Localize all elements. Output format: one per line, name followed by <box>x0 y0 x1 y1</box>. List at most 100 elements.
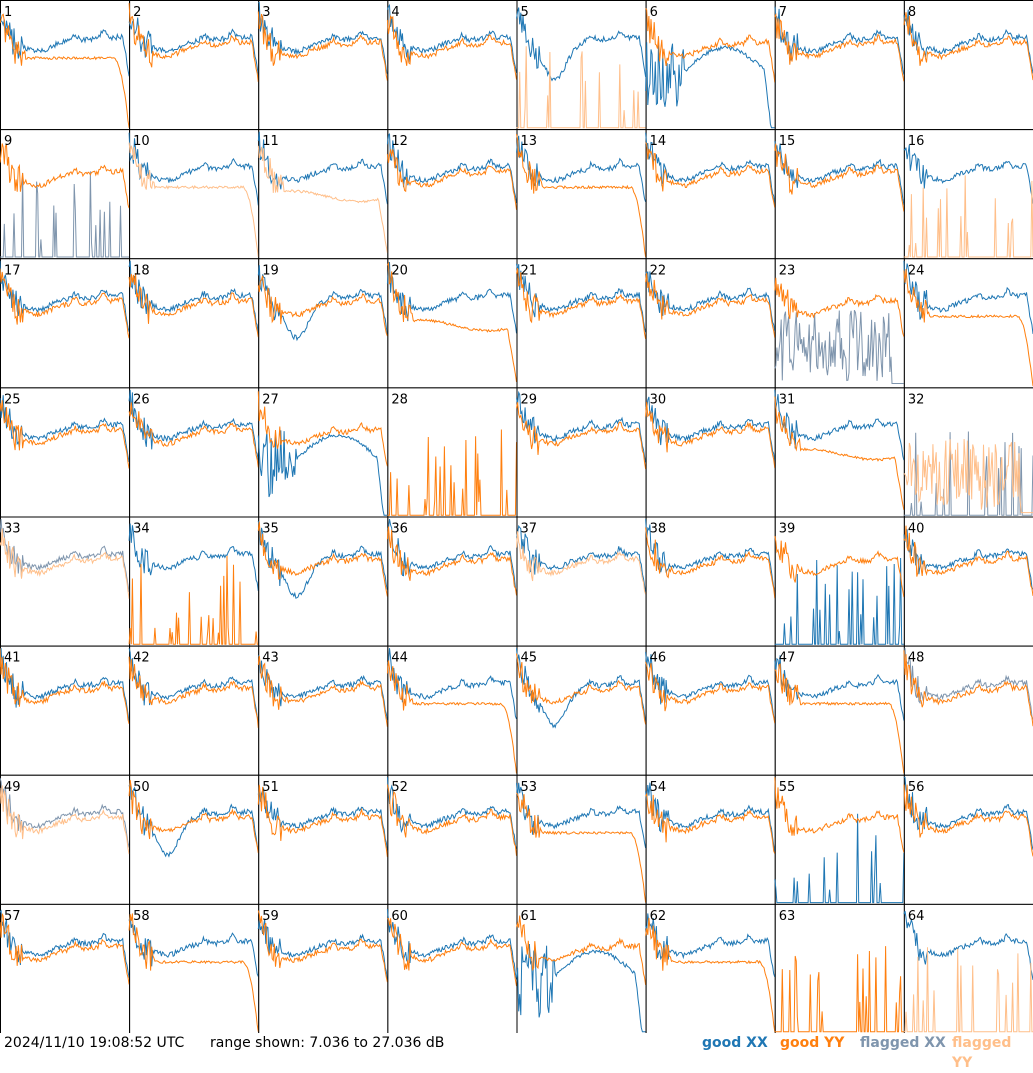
trace-good-yy-2 <box>128 3 259 82</box>
panel-label: 16 <box>908 134 925 149</box>
panel-56: 56 <box>903 774 1033 905</box>
panel-frame <box>0 0 131 131</box>
trace-good-xx-53 <box>516 782 647 849</box>
trace-flagged-yy-10 <box>128 142 259 258</box>
trace-flagged-yy-5 <box>516 46 646 129</box>
panel-label: 32 <box>908 392 925 407</box>
panel-label: 50 <box>133 780 150 795</box>
panel-label: 43 <box>262 651 279 666</box>
panel-label: 35 <box>262 522 279 537</box>
panel-label: 38 <box>650 522 667 537</box>
trace-good-yy-31 <box>774 396 905 510</box>
trace-good-xx-16 <box>903 144 1033 204</box>
trace-good-yy-63 <box>774 946 904 1033</box>
panel-frame <box>258 903 389 1033</box>
panel-14: 14 <box>645 129 776 260</box>
panel-label: 2 <box>133 5 141 20</box>
panel-28: 28 <box>387 387 518 518</box>
trace-flagged-yy-16 <box>903 175 1033 258</box>
legend-flagged-yy: flagged YY <box>952 1035 1012 1071</box>
panel-label: 44 <box>391 651 408 666</box>
panel-44: 44 <box>386 645 518 776</box>
trace-good-yy-59 <box>257 910 388 983</box>
panel-26: 26 <box>128 387 260 518</box>
trace-good-xx-45 <box>516 648 647 729</box>
trace-good-yy-18 <box>128 273 259 338</box>
trace-good-yy-9 <box>0 143 130 209</box>
panel-label: 40 <box>908 522 925 537</box>
panel-frame <box>903 0 1033 131</box>
panel-11: 11 <box>257 129 389 260</box>
panel-label: 52 <box>391 780 408 795</box>
panel-label: 29 <box>521 392 538 407</box>
trace-good-yy-47 <box>774 663 905 774</box>
panel-frame <box>645 387 776 518</box>
trace-good-xx-42 <box>128 648 259 722</box>
panel-label: 22 <box>650 263 667 278</box>
trace-good-yy-36 <box>386 526 517 596</box>
trace-good-yy-39 <box>774 535 905 598</box>
panel-16: 16 <box>903 129 1033 260</box>
panel-frame <box>774 0 905 131</box>
trace-flagged-xx-32 <box>903 431 1033 516</box>
panel-22: 22 <box>645 258 776 389</box>
panel-frame <box>129 774 260 905</box>
panel-frame <box>387 258 518 389</box>
trace-good-yy-50 <box>128 779 259 854</box>
panel-frame <box>774 129 905 260</box>
panel-58: 58 <box>128 903 260 1033</box>
panel-48: 48 <box>903 645 1033 776</box>
panel-frame <box>387 774 518 905</box>
panel-25: 25 <box>0 387 131 518</box>
trace-good-yy-13 <box>516 134 647 258</box>
trace-good-xx-34 <box>128 523 259 591</box>
panel-19: 19 <box>257 258 389 389</box>
panel-frame <box>387 516 518 647</box>
trace-good-yy-25 <box>0 400 130 469</box>
panel-label: 19 <box>262 263 279 278</box>
trace-good-yy-53 <box>516 792 647 903</box>
trace-good-xx-31 <box>774 389 905 461</box>
panel-24: 24 <box>903 258 1033 389</box>
panel-frame <box>0 774 131 905</box>
panel-42: 42 <box>128 645 260 776</box>
panel-frame <box>129 0 260 131</box>
panel-label: 56 <box>908 780 925 795</box>
panel-label: 17 <box>4 263 21 278</box>
panel-label: 54 <box>650 780 667 795</box>
panel-33: 33 <box>0 516 131 647</box>
trace-good-yy-24 <box>903 268 1033 387</box>
trace-good-yy-20 <box>386 261 517 382</box>
trace-good-yy-15 <box>774 143 905 212</box>
trace-good-xx-30 <box>645 396 776 462</box>
panel-34: 34 <box>128 516 260 647</box>
panel-21: 21 <box>516 258 647 389</box>
panel-label: 46 <box>650 651 667 666</box>
trace-good-xx-22 <box>645 271 776 332</box>
panel-label: 58 <box>133 909 150 924</box>
trace-good-yy-17 <box>0 268 130 339</box>
trace-good-yy-46 <box>645 661 776 724</box>
panel-59: 59 <box>257 903 389 1033</box>
panel-label: 49 <box>4 780 21 795</box>
panel-frame <box>645 129 776 260</box>
panel-frame <box>516 774 647 905</box>
panel-47: 47 <box>774 645 905 776</box>
panel-60: 60 <box>386 903 518 1033</box>
panel-29: 29 <box>516 387 647 518</box>
panel-label: 30 <box>650 392 667 407</box>
trace-good-yy-22 <box>645 272 776 338</box>
panel-frame <box>0 645 131 776</box>
footer: 2024/11/10 19:08:52 UTC range shown: 7.0… <box>0 1033 1033 1071</box>
trace-good-yy-28 <box>387 429 517 516</box>
trace-good-yy-4 <box>386 14 517 80</box>
panel-32: 32 <box>903 387 1033 518</box>
panel-label: 63 <box>779 909 796 924</box>
panel-label: 59 <box>262 909 279 924</box>
panel-36: 36 <box>386 516 518 647</box>
panel-label: 61 <box>521 909 538 924</box>
panel-38: 38 <box>645 516 776 647</box>
panel-52: 52 <box>386 774 518 905</box>
trace-good-yy-12 <box>386 149 517 210</box>
panel-frame <box>258 129 389 260</box>
